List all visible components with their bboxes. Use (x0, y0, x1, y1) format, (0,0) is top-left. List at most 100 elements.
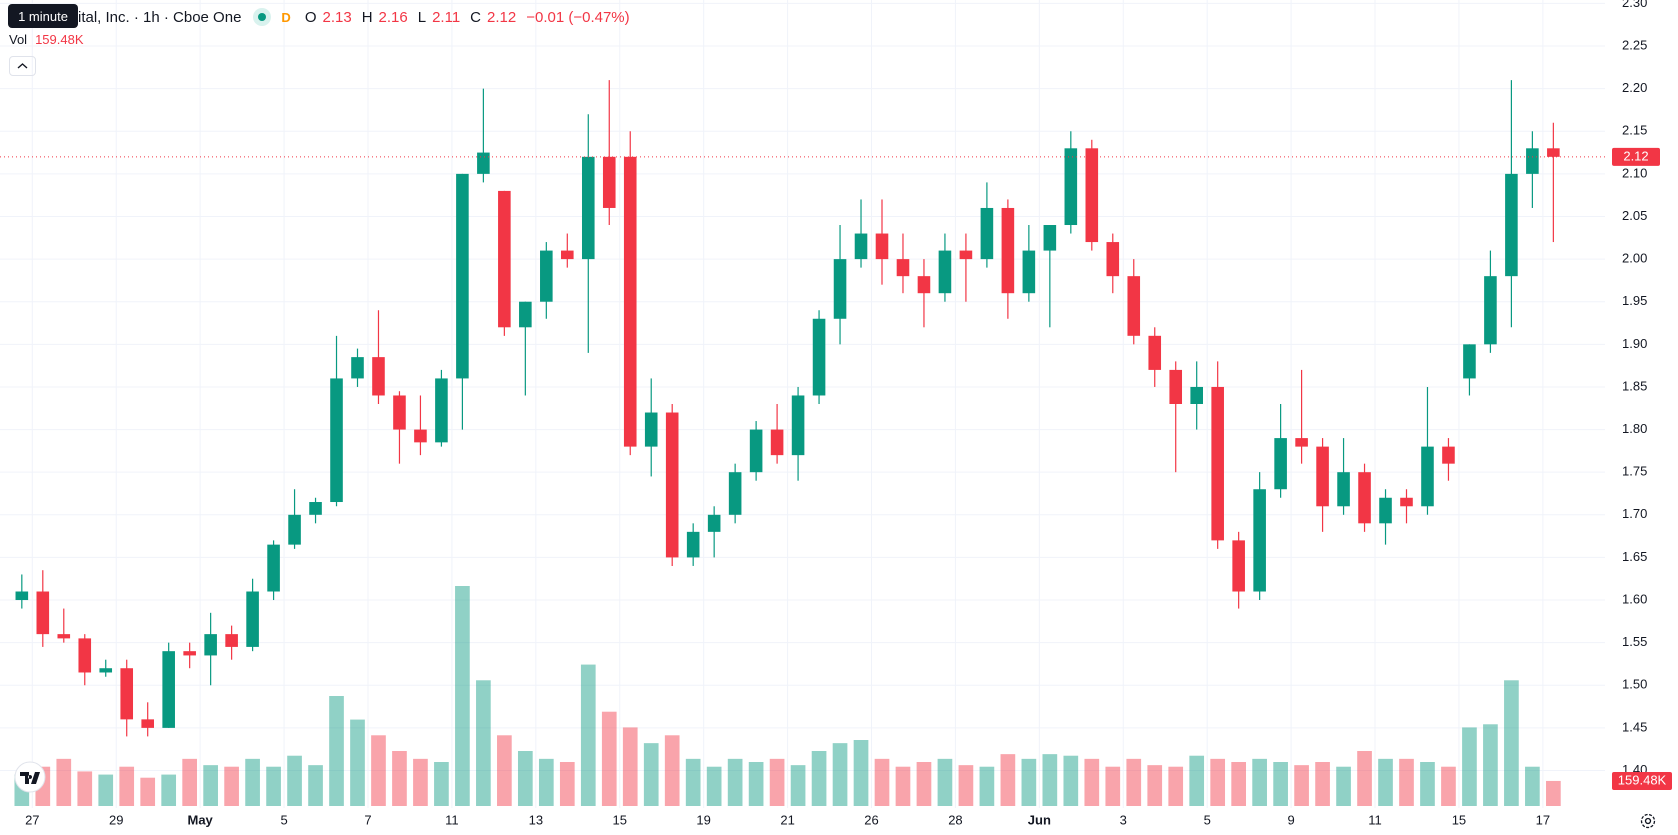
candle-body (1064, 148, 1078, 226)
volume-bar (266, 766, 281, 806)
last-price-tag-bg (1612, 147, 1660, 166)
volume-bar (1504, 680, 1519, 806)
candle-body (141, 719, 154, 728)
y-tick-label: 2.05 (1622, 208, 1647, 223)
candle-body (581, 156, 595, 260)
volume-bar (1021, 758, 1037, 806)
volume-bar (434, 762, 449, 806)
volume-bar (1294, 765, 1309, 806)
volume-bar (1126, 758, 1142, 806)
volume-bar (1420, 762, 1435, 806)
volume-title[interactable]: Vol (9, 32, 28, 47)
x-tick-label: 28 (948, 812, 962, 827)
candle-body (686, 531, 700, 558)
gear-inner (1644, 817, 1652, 825)
volume-bar (727, 758, 743, 806)
x-tick-label: 15 (613, 812, 627, 827)
volume-bar (1462, 727, 1477, 806)
candle-body (309, 502, 322, 515)
volume-bar (392, 751, 407, 806)
last-price-tag: 2.12 (1623, 148, 1648, 163)
volume-bar (1168, 766, 1184, 806)
volume-bar (874, 758, 890, 806)
volume-bar (1336, 766, 1351, 806)
volume-tag-bg (1612, 771, 1672, 790)
header: ital, Inc. · 1h · Cboe One D O 2.13 H 2.16… (78, 6, 634, 28)
change-value: −0.01 (−0.47%) (526, 8, 630, 26)
volume-bar (1399, 758, 1414, 806)
candle-body (1106, 242, 1120, 277)
candle-body (1442, 446, 1455, 464)
candle-body (1337, 472, 1350, 507)
y-tick-label: 1.55 (1622, 634, 1647, 649)
candle-body (36, 591, 50, 635)
volume-bar (538, 758, 554, 806)
collapse-button[interactable] (9, 56, 36, 76)
volume-bar (895, 766, 911, 806)
tradingview-logo[interactable] (14, 761, 46, 793)
candle-body (623, 156, 637, 447)
candle-body (15, 591, 29, 601)
y-tick-label: 1.75 (1622, 464, 1647, 479)
volume-bar (1042, 754, 1058, 806)
volume-bar (622, 727, 638, 806)
candle-body (1421, 446, 1434, 507)
candle-body (1190, 386, 1203, 404)
settings-icon[interactable] (1640, 813, 1656, 829)
candle-body (1547, 148, 1560, 157)
volume-bar (1315, 762, 1330, 806)
candle-body (854, 233, 868, 260)
symbol-title[interactable]: ital, Inc. · 1h · Cboe One (78, 8, 242, 26)
close-label: C (470, 8, 482, 26)
volume-bar (1105, 766, 1121, 806)
volume-bar (287, 755, 302, 806)
volume-bar (182, 758, 198, 806)
candle-body (1463, 344, 1476, 379)
volume-bar (853, 740, 869, 806)
market-status[interactable] (253, 8, 272, 26)
volume-bar (706, 766, 722, 806)
candle-body (1316, 446, 1329, 507)
volume-bar (790, 765, 806, 806)
candle-body (414, 429, 427, 443)
x-tick-label: 21 (780, 812, 794, 827)
high-label: H (361, 8, 373, 26)
x-tick-label: 17 (1536, 812, 1550, 827)
y-tick-label: 2.10 (1622, 165, 1647, 180)
volume-bar (958, 765, 974, 806)
volume-bar (1063, 755, 1079, 806)
volume-bar (476, 680, 491, 806)
volume-bar (559, 762, 575, 806)
gear-outer (1640, 813, 1656, 829)
candle-body (351, 357, 364, 379)
x-tick-label: May (188, 812, 214, 827)
volume-bar (455, 586, 470, 806)
low-value: 2.11 (432, 8, 461, 26)
y-tick-label: 1.65 (1622, 549, 1647, 564)
volume-bar (643, 743, 659, 806)
y-tick-label: 1.50 (1622, 677, 1647, 692)
volume-bar (811, 751, 827, 806)
x-tick-label: 3 (1120, 812, 1127, 827)
candle-body (1379, 497, 1392, 524)
candle-body (1043, 225, 1057, 251)
y-tick-label: 2.00 (1622, 251, 1647, 266)
volume-bar (601, 711, 617, 806)
candle-body (393, 395, 406, 430)
volume-bar (245, 758, 260, 806)
candle-body (1169, 369, 1183, 404)
volume-bar (329, 696, 344, 806)
volume-bar (979, 766, 995, 806)
x-tick-label: 15 (1452, 812, 1466, 827)
candle-body (1484, 276, 1497, 345)
session-badge[interactable]: D (281, 9, 291, 25)
volume-bar (1084, 758, 1100, 806)
candle-body (456, 173, 469, 379)
volume-tag: 159.48K (1618, 772, 1667, 787)
x-tick-label: 29 (109, 812, 123, 827)
volume-bar (832, 743, 848, 806)
candle-body (162, 651, 175, 728)
y-tick-label: 1.90 (1622, 336, 1647, 351)
candle-body (644, 412, 658, 447)
